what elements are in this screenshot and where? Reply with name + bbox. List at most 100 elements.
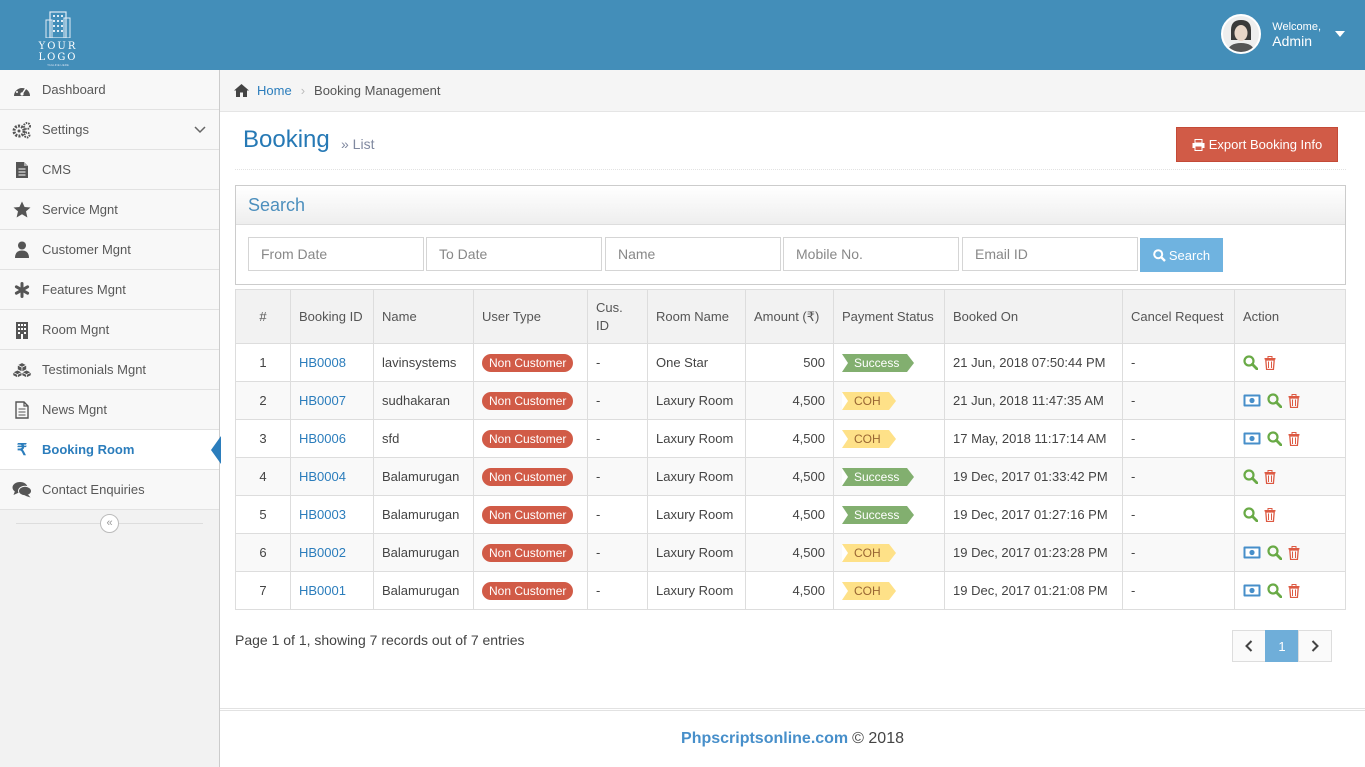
col-header[interactable]: Room Name	[647, 289, 746, 344]
email-input[interactable]: Email ID	[962, 237, 1138, 271]
delete-trash-icon[interactable]	[1264, 355, 1276, 370]
booking-id-link[interactable]: HB0002	[299, 545, 346, 560]
customer-id: -	[587, 457, 648, 496]
next-page-button[interactable]	[1298, 630, 1332, 662]
page-1-button[interactable]: 1	[1265, 630, 1299, 662]
sidebar-item-service-mgnt[interactable]: Service Mgnt	[0, 190, 219, 230]
user-name: Admin	[1272, 33, 1312, 49]
col-header[interactable]: #	[235, 289, 291, 344]
view-search-icon[interactable]	[1267, 583, 1282, 598]
booking-id-link[interactable]: HB0003	[299, 507, 346, 522]
view-search-icon[interactable]	[1267, 431, 1282, 446]
sidebar-item-cms[interactable]: CMS	[0, 150, 219, 190]
view-search-icon[interactable]	[1243, 355, 1258, 370]
delete-trash-icon[interactable]	[1264, 507, 1276, 522]
booking-id-link[interactable]: HB0001	[299, 583, 346, 598]
user-menu[interactable]: Welcome, Admin	[1221, 12, 1345, 56]
delete-trash-icon[interactable]	[1288, 431, 1300, 446]
row-number: 1	[235, 343, 291, 382]
sidebar-item-room-mgnt[interactable]: Room Mgnt	[0, 310, 219, 350]
sidebar-item-testimonials-mgnt[interactable]: Testimonials Mgnt	[0, 350, 219, 390]
sidebar-item-label: Booking Room	[42, 442, 135, 457]
booking-id-link[interactable]: HB0008	[299, 355, 346, 370]
from-date-input[interactable]: From Date	[248, 237, 424, 271]
sidebar-item-booking-room[interactable]: ₹ Booking Room	[0, 430, 221, 470]
amount: 4,500	[745, 457, 834, 496]
user-type-badge: Non Customer	[482, 391, 574, 410]
sidebar-item-label: Room Mgnt	[42, 322, 110, 337]
sidebar: Dashboard Settings CMS Service Mgnt Cust…	[0, 70, 221, 767]
logo[interactable]: YOUR LOGO TAGLINE HERE	[18, 8, 98, 67]
prev-page-button[interactable]	[1232, 630, 1266, 662]
col-header[interactable]: Amount (₹)	[745, 289, 834, 344]
booked-on: 19 Dec, 2017 01:33:42 PM	[944, 457, 1123, 496]
col-header[interactable]: Payment Status	[833, 289, 945, 344]
delete-trash-icon[interactable]	[1288, 583, 1300, 598]
to-date-input[interactable]: To Date	[426, 237, 602, 271]
breadcrumb-home-link[interactable]: Home	[257, 83, 292, 98]
view-search-icon[interactable]	[1267, 545, 1282, 560]
money-icon[interactable]	[1243, 584, 1261, 597]
name-input[interactable]: Name	[605, 237, 781, 271]
booked-on: 21 Jun, 2018 07:50:44 PM	[944, 343, 1123, 382]
sidebar-item-settings[interactable]: Settings	[0, 110, 219, 150]
table-row: 1 HB0008 lavinsystems Non Customer - One Star…	[235, 343, 1346, 382]
view-search-icon[interactable]	[1243, 507, 1258, 522]
table-row: 4 HB0004 Balamurugan Non Customer - Laxury Ro…	[235, 457, 1346, 496]
sidebar-item-news-mgnt[interactable]: News Mgnt	[0, 390, 219, 430]
delete-trash-icon[interactable]	[1288, 545, 1300, 560]
home-icon[interactable]	[233, 83, 250, 98]
user-type-badge: Non Customer	[482, 505, 574, 524]
delete-trash-icon[interactable]	[1288, 393, 1300, 408]
sidebar-item-label: Customer Mgnt	[42, 242, 131, 257]
col-header[interactable]: Booking ID	[290, 289, 374, 344]
money-icon[interactable]	[1243, 546, 1261, 559]
col-header[interactable]: Cus. ID	[587, 289, 648, 344]
col-header[interactable]: Name	[373, 289, 474, 344]
export-booking-button[interactable]: Export Booking Info	[1176, 127, 1338, 162]
search-button[interactable]: Search	[1140, 238, 1223, 272]
col-header[interactable]: Cancel Request	[1122, 289, 1235, 344]
dashboard-icon	[12, 81, 32, 99]
customer-id: -	[587, 419, 648, 458]
logo-text: YOUR LOGO	[38, 41, 78, 63]
booking-id-link[interactable]: HB0006	[299, 431, 346, 446]
table-row: 5 HB0003 Balamurugan Non Customer - Laxury Ro…	[235, 495, 1346, 534]
sidebar-item-label: Testimonials Mgnt	[42, 362, 147, 377]
footer: Phpscriptsonline.com © 2018	[220, 708, 1365, 767]
cogs-icon	[12, 121, 32, 139]
sidebar-collapse: «	[0, 510, 219, 550]
cancel-request: -	[1122, 533, 1235, 572]
avatar[interactable]	[1221, 14, 1262, 54]
room-name: Laxury Room	[647, 571, 746, 610]
payment-status-tag: COH	[842, 429, 896, 448]
customer-id: -	[587, 571, 648, 610]
customer-name: sudhakaran	[373, 381, 474, 420]
user-avatar-icon	[1223, 16, 1260, 52]
view-search-icon[interactable]	[1243, 469, 1258, 484]
mobile-input[interactable]: Mobile No.	[783, 237, 959, 271]
booked-on: 19 Dec, 2017 01:27:16 PM	[944, 495, 1123, 534]
caret-down-icon[interactable]	[1335, 31, 1345, 37]
delete-trash-icon[interactable]	[1264, 469, 1276, 484]
table-row: 3 HB0006 sfd Non Customer - Laxury Room 4,500 C…	[235, 419, 1346, 458]
row-number: 6	[235, 533, 291, 572]
view-search-icon[interactable]	[1267, 393, 1282, 408]
sidebar-item-dashboard[interactable]: Dashboard	[0, 70, 219, 110]
sidebar-item-customer-mgnt[interactable]: Customer Mgnt	[0, 230, 219, 270]
money-icon[interactable]	[1243, 394, 1261, 407]
col-header[interactable]: Booked On	[944, 289, 1123, 344]
sidebar-item-contact-enquiries[interactable]: Contact Enquiries	[0, 470, 219, 510]
newspaper-icon	[12, 400, 32, 419]
export-button-label: Export Booking Info	[1208, 137, 1323, 152]
row-number: 3	[235, 419, 291, 458]
booking-id-link[interactable]: HB0004	[299, 469, 346, 484]
customer-id: -	[587, 381, 648, 420]
sidebar-item-features-mgnt[interactable]: Features Mgnt	[0, 270, 219, 310]
double-angle-left-icon[interactable]: «	[100, 514, 119, 533]
col-header[interactable]: User Type	[473, 289, 588, 344]
money-icon[interactable]	[1243, 432, 1261, 445]
footer-brand-link[interactable]: Phpscriptsonline.com	[681, 730, 849, 747]
customer-id: -	[587, 343, 648, 382]
booking-id-link[interactable]: HB0007	[299, 393, 346, 408]
